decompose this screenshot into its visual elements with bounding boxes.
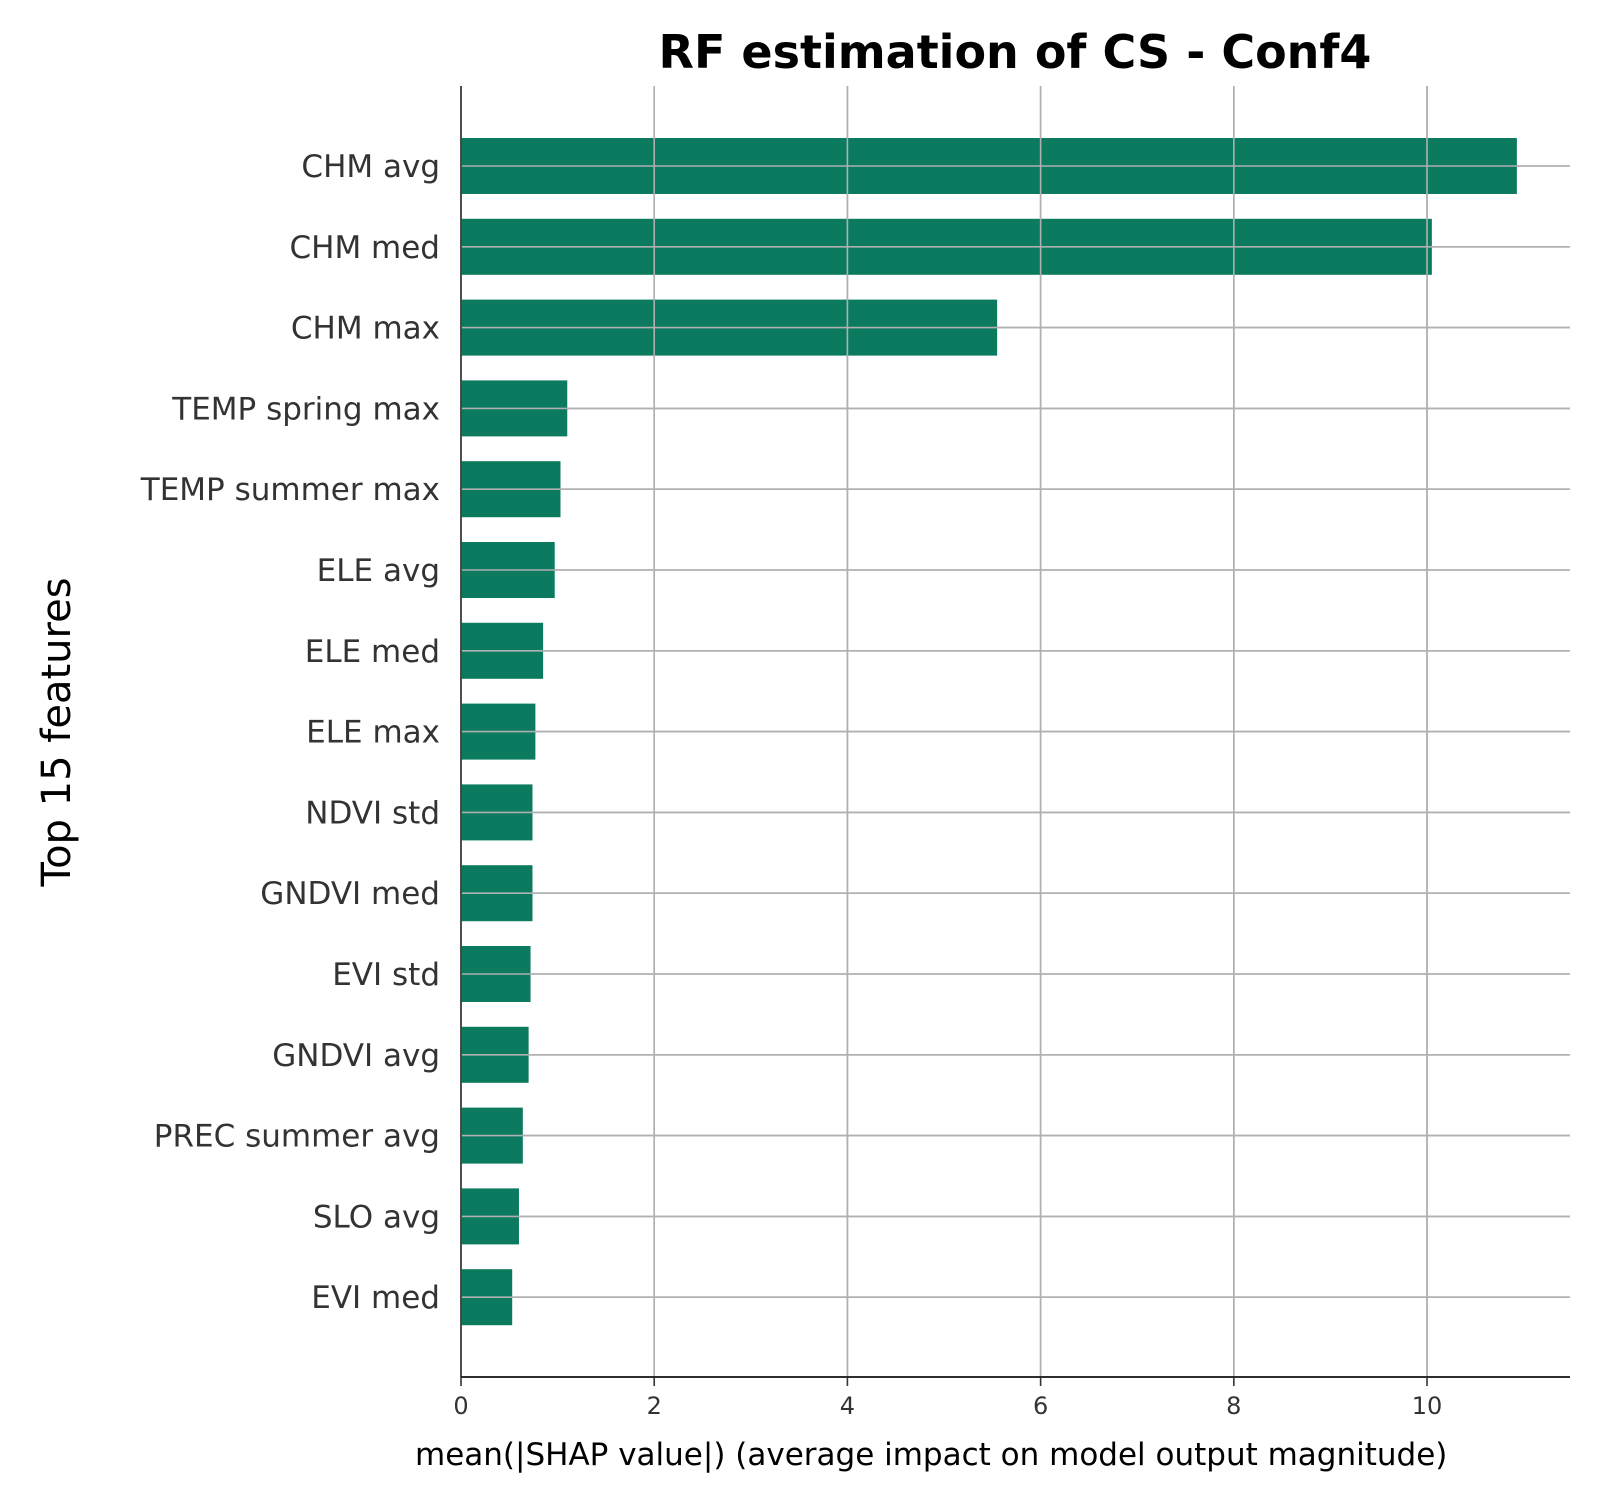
x-tick-label-10: 10 bbox=[1412, 1392, 1443, 1420]
category-label-temp-spring-max: TEMP spring max bbox=[171, 391, 440, 427]
category-label-ndvi-std: NDVI std bbox=[305, 795, 440, 831]
category-label-chm-max: CHM max bbox=[291, 311, 440, 347]
category-label-ele-max: ELE max bbox=[306, 715, 440, 751]
category-label-slo-avg: SLO avg bbox=[313, 1199, 440, 1235]
category-label-chm-avg: CHM avg bbox=[301, 149, 440, 185]
category-label-evi-std: EVI std bbox=[332, 957, 440, 993]
category-label-gndvi-med: GNDVI med bbox=[260, 876, 440, 912]
category-label-gndvi-avg: GNDVI avg bbox=[272, 1038, 440, 1074]
x-tick-label-6: 6 bbox=[1033, 1392, 1048, 1420]
label-layer: 0 2 4 6 8 10 CHM avg CHM med CHM max TEMP spring … bbox=[140, 149, 1443, 1420]
bar-layer bbox=[460, 86, 1570, 1377]
axis-layer bbox=[460, 86, 1570, 1386]
category-label-chm-med: CHM med bbox=[289, 230, 440, 266]
x-tick-label-2: 2 bbox=[647, 1392, 662, 1420]
category-label-temp-summer-max: TEMP summer max bbox=[140, 472, 440, 508]
x-tick-label-8: 8 bbox=[1226, 1392, 1241, 1420]
x-tick-label-0: 0 bbox=[453, 1392, 468, 1420]
chart-title: RF estimation of CS - Conf4 bbox=[659, 25, 1372, 79]
category-label-ele-med: ELE med bbox=[305, 634, 440, 670]
y-axis-title: Top 15 features bbox=[34, 577, 80, 887]
category-label-ele-avg: ELE avg bbox=[317, 553, 440, 589]
category-label-evi-med: EVI med bbox=[311, 1280, 440, 1316]
category-label-prec-summer-avg: PREC summer avg bbox=[154, 1119, 440, 1155]
x-axis-title: mean(|SHAP value|) (average impact on mo… bbox=[415, 1437, 1447, 1473]
x-tick-label-4: 4 bbox=[840, 1392, 855, 1420]
